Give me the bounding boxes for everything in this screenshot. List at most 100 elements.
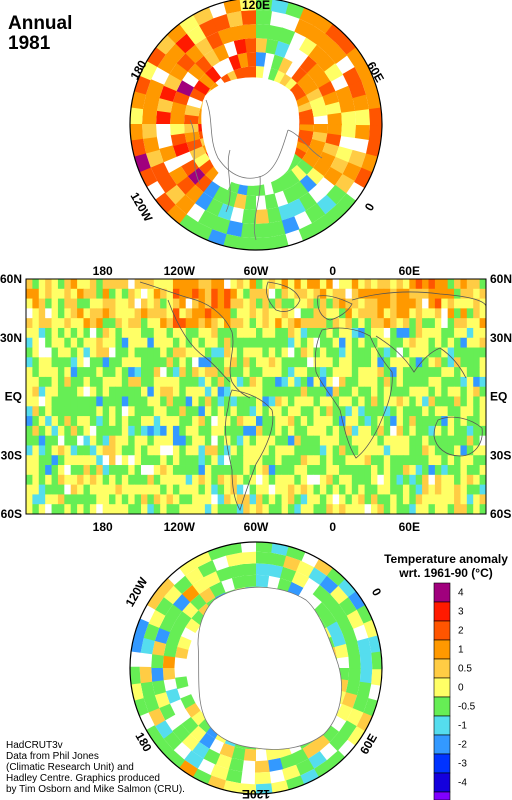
- world-grid-cell: [217, 327, 225, 339]
- south-grid-cell: [153, 737, 174, 759]
- world-grid-cell: [473, 455, 481, 466]
- south-grid-cell: [313, 760, 334, 780]
- world-grid-cell: [460, 455, 468, 466]
- south-grid-cell: [356, 712, 375, 734]
- world-grid-cell: [160, 318, 167, 329]
- world-grid-cell: [96, 455, 104, 466]
- world-grid-cell: [204, 435, 212, 446]
- world-grid-cell: [447, 465, 455, 476]
- world-grid-cell: [134, 386, 142, 397]
- world-grid-cell: [153, 386, 161, 397]
- world-grid-cell: [89, 445, 97, 456]
- world-grid-cell: [371, 445, 378, 456]
- world-grid-cell: [466, 504, 474, 514]
- world-grid-cell: [422, 445, 429, 456]
- world-grid-cell: [224, 347, 231, 358]
- world-grid-cell: [339, 279, 346, 290]
- world-grid-cell: [300, 474, 308, 486]
- world-grid-cell: [249, 376, 257, 388]
- world-grid-cell: [128, 435, 136, 446]
- world-grid-cell: [281, 367, 289, 378]
- world-grid-cell: [326, 288, 334, 299]
- world-grid-cell: [396, 327, 404, 339]
- world-grid-cell: [377, 318, 385, 329]
- world-grid-cell: [409, 455, 417, 466]
- world-grid-cell: [249, 455, 257, 466]
- world-grid-cell: [217, 347, 225, 358]
- north-grid-cell: [184, 131, 200, 143]
- world-grid-cell: [77, 337, 84, 348]
- world-grid-cell: [434, 396, 442, 407]
- world-grid-cell: [249, 435, 257, 446]
- world-grid-cell: [26, 494, 33, 505]
- world-grid-cell: [77, 318, 84, 329]
- world-grid-cell: [121, 494, 129, 505]
- world-grid-cell: [377, 298, 385, 309]
- world-grid-cell: [351, 327, 359, 339]
- world-grid-cell: [402, 484, 410, 495]
- world-grid-cell: [434, 474, 442, 486]
- world-grid-cell: [179, 367, 187, 378]
- world-grid-cell: [89, 474, 97, 486]
- legend-label: 0: [458, 682, 464, 693]
- world-grid-cell: [307, 406, 314, 417]
- world-grid-cell: [275, 288, 282, 299]
- world-grid-cell: [141, 406, 148, 417]
- north-grid-cell: [306, 63, 325, 81]
- south-grid-cell: [296, 560, 316, 578]
- world-grid-cell: [32, 298, 40, 309]
- world-grid-cell: [230, 357, 238, 368]
- south-grid-cell: [143, 694, 160, 713]
- south-grid-cell: [148, 707, 166, 727]
- world-grid-cell: [243, 504, 251, 514]
- world-grid-cell: [77, 279, 84, 290]
- north-grid-cell: [176, 175, 196, 195]
- world-grid-cell: [377, 494, 385, 505]
- south-grid-cell: [162, 654, 176, 668]
- world-grid-cell: [172, 279, 180, 290]
- world-grid-cell: [326, 386, 334, 397]
- world-grid-cell: [166, 435, 174, 446]
- world-grid-cell: [390, 474, 397, 486]
- world-grid-cell: [371, 416, 378, 427]
- world-grid-cell: [102, 308, 110, 319]
- world-grid-cell: [409, 425, 417, 437]
- world-grid-cell: [281, 465, 289, 476]
- world-grid-cell: [428, 337, 436, 348]
- world-grid-cell: [32, 288, 40, 299]
- world-grid-cell: [96, 298, 104, 309]
- south-grid-cell: [181, 717, 199, 734]
- south-grid-cell: [152, 639, 167, 656]
- north-grid-cell: [312, 214, 334, 236]
- world-grid-cell: [83, 376, 91, 388]
- north-grid-cell: [198, 210, 218, 230]
- world-grid-cell: [441, 308, 449, 319]
- world-grid-cell: [479, 396, 486, 407]
- world-grid-cell: [281, 357, 289, 368]
- world-grid-cell: [326, 494, 334, 505]
- world-grid-cell: [121, 367, 129, 378]
- world-grid-cell: [396, 318, 404, 329]
- world-grid-cell: [172, 494, 180, 505]
- world-grid-cell: [160, 425, 167, 437]
- world-grid-cell: [121, 406, 129, 417]
- world-grid-cell: [466, 445, 474, 456]
- world-grid-cell: [198, 386, 206, 397]
- world-grid-cell: [422, 357, 429, 368]
- world-grid-cell: [454, 327, 461, 339]
- world-grid-cell: [32, 357, 40, 368]
- world-grid-cell: [89, 406, 97, 417]
- world-grid-cell: [115, 298, 123, 309]
- world-grid-cell: [77, 288, 84, 299]
- world-grid-cell: [211, 367, 219, 378]
- world-grid-cell: [256, 416, 263, 427]
- south-grid-cell: [151, 667, 164, 682]
- world-grid-cell: [454, 455, 461, 466]
- world-grid-cell: [32, 347, 40, 358]
- world-grid-cell: [166, 445, 174, 456]
- world-grid-cell: [26, 474, 33, 486]
- world-grid-cell: [313, 465, 321, 476]
- south-grid-cell: [231, 746, 246, 761]
- world-grid-cell: [134, 347, 142, 358]
- legend-label: -1: [458, 720, 467, 731]
